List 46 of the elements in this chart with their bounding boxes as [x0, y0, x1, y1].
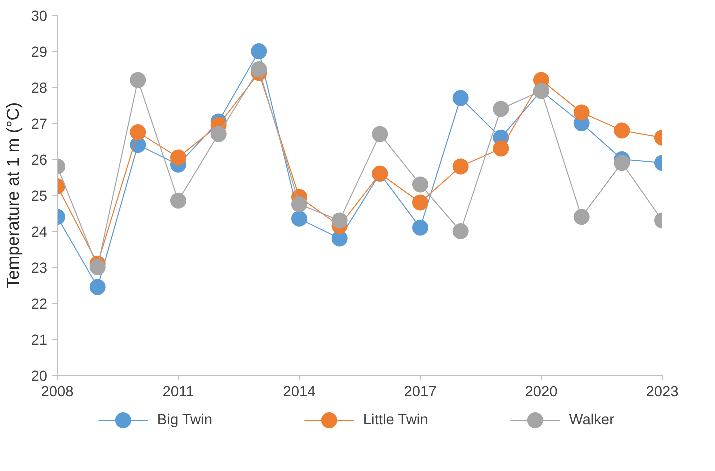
point: [452, 224, 469, 240]
point: [251, 44, 268, 60]
point: [332, 212, 348, 229]
y-tick-label: 28: [31, 81, 48, 97]
y-tick-label: 29: [31, 45, 48, 61]
legend-label: Little Twin: [363, 412, 428, 428]
y-tick-label: 25: [31, 189, 48, 205]
point: [130, 72, 146, 88]
x-tick-label: 2014: [283, 384, 316, 400]
legend-label: Walker: [569, 412, 615, 428]
y-tick-label: 27: [31, 117, 48, 133]
point: [412, 220, 428, 236]
y-axis-title: Temperature at 1 m (°C): [3, 102, 24, 289]
point: [292, 196, 308, 212]
x-tick-label: 2023: [646, 384, 679, 400]
point: [170, 192, 186, 209]
point: [493, 140, 510, 157]
point: [614, 122, 630, 139]
point: [130, 124, 146, 140]
point: [574, 209, 590, 226]
x-tick-label: 2011: [162, 384, 194, 400]
point: [210, 126, 227, 142]
point: [574, 104, 590, 121]
y-tick-label: 22: [31, 297, 48, 313]
x-tick-label: 2020: [525, 384, 558, 400]
x-tick-label: 2008: [41, 384, 74, 400]
point: [170, 150, 186, 166]
point: [493, 101, 510, 118]
point: [90, 279, 106, 296]
legend-label: Big Twin: [157, 412, 213, 428]
y-tick-label: 26: [31, 153, 48, 169]
y-tick-label: 24: [31, 225, 48, 241]
point: [90, 260, 106, 276]
y-tick-label: 30: [31, 9, 48, 25]
x-tick-label: 2017: [404, 384, 437, 400]
point: [292, 210, 308, 227]
point: [372, 126, 388, 142]
point: [251, 62, 268, 78]
point: [614, 155, 630, 172]
point: [412, 194, 428, 211]
y-tick-label: 21: [31, 333, 48, 349]
point: [412, 176, 428, 193]
point: [452, 90, 469, 106]
y-tick-label: 20: [31, 369, 48, 385]
point: [452, 158, 469, 175]
y-tick-label: 23: [31, 261, 48, 277]
